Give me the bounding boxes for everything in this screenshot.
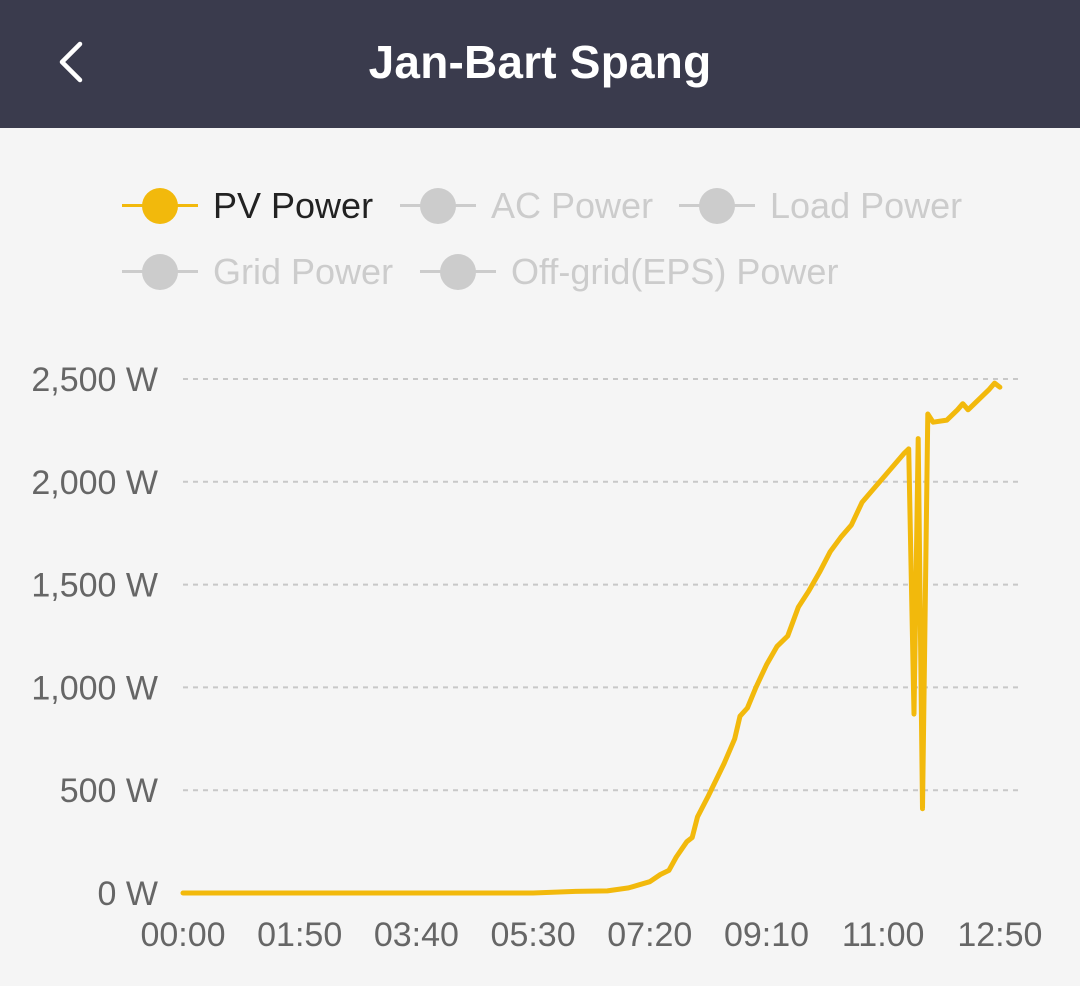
legend-item-grid-power[interactable]: Grid Power [122,251,682,293]
y-tick-label: 1,500 W [31,567,158,605]
y-tick-label: 2,000 W [31,464,158,502]
y-tick-label: 1,000 W [31,669,158,707]
y-tick-label: 2,500 W [31,361,158,399]
legend-dot-icon [142,254,178,290]
x-tick-label: 01:50 [257,916,342,954]
page-title: Jan-Bart Spang [368,36,712,88]
series-line-pv-power [180,380,1003,896]
series-layer [180,380,1003,896]
line-chart: 0 W 500 W 1,000 W 1,500 W 2,000 W 2,500 W 00:… [31,361,1042,954]
legend-label: AC Power [491,185,654,226]
y-axis-labels: 0 W 500 W 1,000 W 1,500 W 2,000 W 2,500 W [31,361,158,913]
chart-panel: PV Power AC Power Load Power Grid Power Off-… [0,128,1080,986]
app-header: Jan-Bart Spang [0,0,1080,128]
x-tick-label: 03:40 [374,916,459,954]
legend-dot-icon [142,188,178,224]
x-tick-label: 00:00 [140,916,225,954]
x-tick-label: 05:30 [491,916,576,954]
x-tick-label: 09:10 [724,916,809,954]
y-tick-label: 0 W [98,875,158,913]
x-tick-label: 07:20 [607,916,692,954]
x-tick-label: 12:50 [957,916,1042,954]
legend-label: PV Power [213,185,374,226]
legend-dot-icon [699,188,735,224]
gridlines [183,378,1018,792]
legend-dot-icon [420,188,456,224]
chevron-left-icon [59,41,83,83]
y-tick-label: 500 W [60,772,158,810]
legend-item-ac-power[interactable]: AC Power [400,185,960,227]
legend-item-off-grid-eps-power[interactable]: Off-grid(EPS) Power [420,251,980,293]
legend-label: Grid Power [213,251,394,292]
back-button[interactable] [40,22,104,102]
legend-label: Off-grid(EPS) Power [511,251,839,292]
legend-label: Load Power [770,185,963,226]
x-tick-label: 11:00 [842,916,925,954]
x-axis-labels: 00:00 01:50 03:40 05:30 07:20 09:10 11:00 12:50 [140,916,1042,954]
legend-dot-icon [440,254,476,290]
legend-item-pv-power[interactable]: PV Power [122,185,682,227]
legend-item-load-power[interactable]: Load Power [679,185,1080,227]
